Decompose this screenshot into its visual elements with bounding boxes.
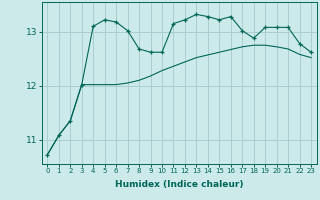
X-axis label: Humidex (Indice chaleur): Humidex (Indice chaleur) [115,180,244,189]
